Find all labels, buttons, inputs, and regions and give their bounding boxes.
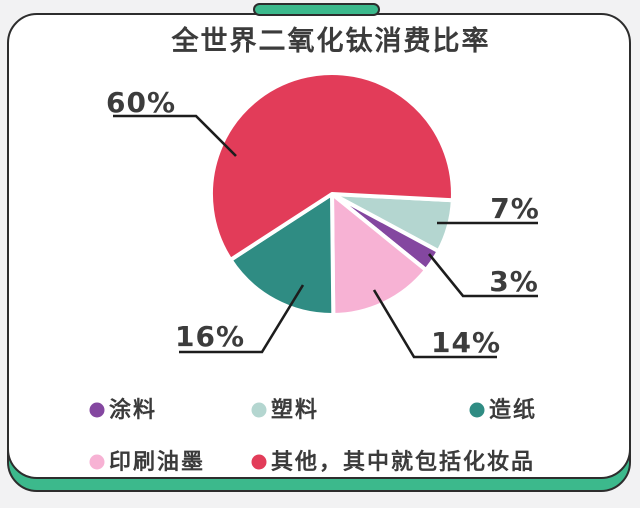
legend-label-plastics: 塑料 [271,397,320,422]
legend-item-other: 其他，其中就包括化妆品 [251,450,535,474]
leader-line-coatings [427,253,538,298]
legend-dot-printing-ink [89,454,105,470]
leader-line-papermaking [179,284,305,354]
pie-slice-2 [330,192,428,317]
legend-item-printing-ink: 印刷油墨 [89,450,205,474]
pct-label-papermaking: 16% [175,320,245,353]
legend-item-plastics: 塑料 [251,398,319,422]
legend-dot-plastics [251,402,267,418]
legend-dot-other [251,454,267,470]
pct-label-printing-ink: 14% [431,326,501,359]
pie-slices [209,71,455,318]
legend-label-printing-ink: 印刷油墨 [109,449,206,474]
legend-label-coatings: 涂料 [109,397,158,422]
top-green-tab [253,3,380,16]
pct-label-plastics: 7% [490,192,540,225]
legend-dot-coatings [89,402,105,418]
legend-label-papermaking: 造纸 [489,397,538,422]
pie-slice-3 [228,192,336,318]
legend-item-coatings: 涂料 [89,398,157,422]
pct-label-coatings: 3% [489,265,539,298]
leader-line-printing-ink [372,289,497,359]
page-title: 全世界二氧化钛消费比率 [171,26,491,56]
legend-dot-papermaking [469,402,485,418]
pct-label-other: 60% [106,86,176,119]
legend-item-papermaking: 造纸 [469,398,537,422]
legend-label-other: 其他，其中就包括化妆品 [271,449,536,474]
leader-line-other [113,114,237,157]
pie-slice-4 [209,71,455,262]
